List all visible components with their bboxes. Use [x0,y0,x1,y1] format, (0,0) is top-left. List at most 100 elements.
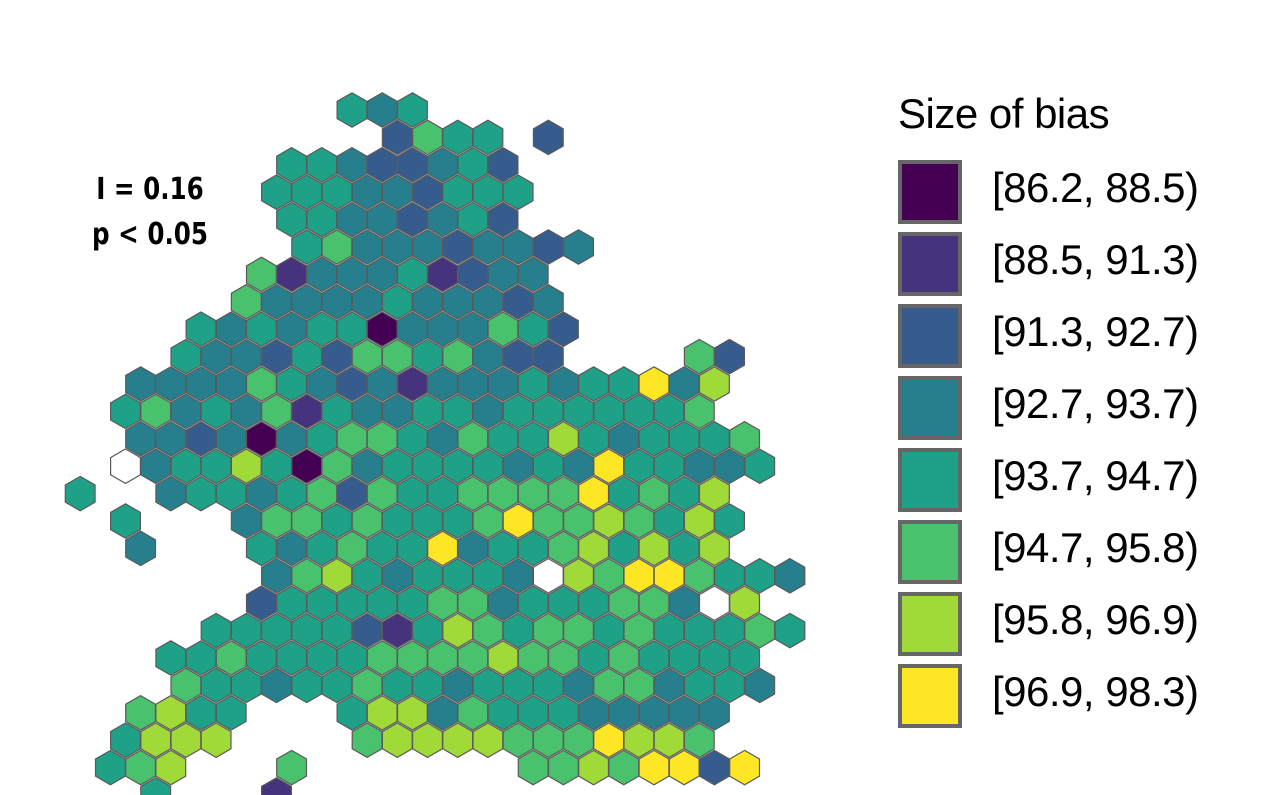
hex-cell [412,174,443,211]
hex-cell [200,448,232,485]
hex-cell [306,420,338,457]
hex-cell [170,448,202,485]
hex-cell [532,338,564,375]
hex-cell [366,256,398,293]
hex-cell [351,557,383,594]
hex-cell [562,667,595,704]
hex-cell [547,640,579,676]
hex-cell [336,420,368,457]
hex-cell [306,256,338,293]
hex-cell [502,667,534,704]
hex-cell [245,640,277,676]
hex-cell [351,722,383,759]
hex-cell [638,585,670,622]
hex-cell [578,366,610,402]
hex-cell [306,585,338,622]
hex-cell [638,749,670,786]
hex-cell [487,475,519,512]
hex-cell [427,256,459,293]
hex-cell [245,311,277,348]
hex-cell [321,338,353,375]
hex-cell [623,612,655,649]
hex-cell [381,283,413,320]
legend-label: [92.7, 93.7) [992,380,1199,427]
hex-cell [532,722,564,759]
hex-cell [412,283,443,320]
hex-cell [336,311,368,348]
hex-cell [261,448,292,485]
hex-cell [125,530,157,567]
hex-cell [442,229,474,265]
hex-cell [200,667,232,704]
hex-cell [306,640,338,676]
hex-cell [457,366,489,402]
hex-cell [593,667,625,704]
hex-cell [487,694,519,731]
hex-cell [532,557,564,594]
legend-item: [95.8, 96.9) [898,592,1278,664]
hex-cell [412,448,443,485]
hex-cell [653,503,685,539]
hex-cell [729,640,761,676]
legend-swatch [898,160,962,224]
hex-cell [517,585,549,622]
hex-cell [578,694,610,731]
hex-cell [170,722,202,759]
hex-cell [532,612,564,649]
hex-cell [215,420,247,457]
morans-i-label: I = 0.16 [96,172,204,207]
hex-cell [562,612,595,649]
hex-cell [547,420,579,457]
hex-cell [336,640,368,676]
hex-cell [381,722,413,759]
hex-cell [457,694,489,731]
hex-cell [578,749,610,786]
hex-cell [321,612,353,649]
hex-cell [351,393,383,430]
hex-cell [291,174,323,211]
hex-cell [683,667,715,704]
hex-cell [336,256,368,293]
hex-cell [291,283,323,320]
hex-cell [547,694,579,731]
hex-cell [502,229,534,265]
hex-cell [774,557,806,594]
legend-swatch [898,448,962,512]
hex-cell [381,229,413,265]
hex-cell [698,640,730,676]
hex-cell [200,393,232,430]
hex-cell [109,503,141,539]
hex-cell [155,640,187,676]
hex-cell [442,119,474,156]
hex-cell [427,311,459,348]
hex-cell [457,201,489,238]
hex-cell [487,640,519,676]
hex-cell [336,146,368,183]
hex-cell [608,475,640,512]
hex-cell [698,694,730,731]
hex-cell [698,366,730,402]
hex-cell [427,640,459,676]
hex-cell [230,283,262,320]
hex-cell [698,420,730,457]
hex-cell [321,283,353,320]
hex-cell [457,311,489,348]
hex-cell [200,722,232,759]
hex-cell [366,366,398,402]
hex-cell [442,722,474,759]
hex-cell [472,612,504,649]
hex-cell [366,311,398,348]
hex-cell [517,311,549,348]
hex-cell [457,420,489,457]
hex-cell [472,229,504,265]
hex-map [64,92,806,795]
hex-cell [351,503,383,539]
hex-cell [713,448,746,485]
hex-cell [306,311,338,348]
hex-cell [562,557,595,594]
hex-cell [336,92,368,128]
p-value-label: p < 0.05 [91,217,209,252]
hex-cell [502,503,534,539]
hex-cell [185,366,217,402]
hex-cell [245,475,277,512]
